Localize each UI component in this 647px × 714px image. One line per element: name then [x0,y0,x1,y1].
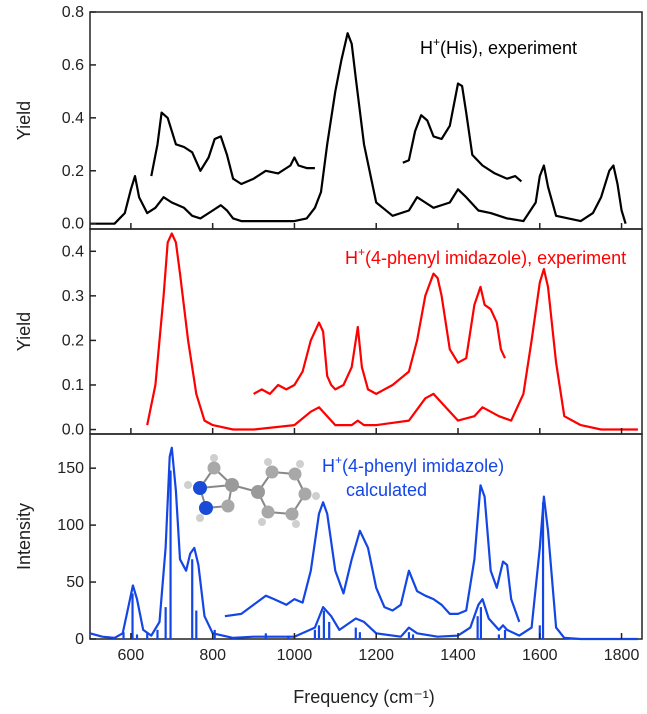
y-tick-label: 0.1 [62,377,84,394]
x-tick-label: 1400 [440,647,476,664]
x-axis-title: Frequency (cm⁻¹) [293,687,435,707]
y-tick-label: 0.2 [62,332,84,349]
x-tick-label: 1800 [604,647,640,664]
x-tick-label: 600 [118,647,145,664]
y-tick-label: 0 [75,631,84,648]
series-line [402,82,523,183]
y-tick-label: 0.4 [62,243,84,260]
y-tick-label: 100 [57,517,84,534]
series-line [89,446,638,641]
y-tick-label: 0.0 [62,422,84,439]
panel-frame [89,433,643,640]
x-tick-label: 1600 [522,647,558,664]
x-tick-label: 1200 [358,647,394,664]
panel-annotation-line2: calculated [346,480,427,500]
series-line [224,484,521,623]
y-tick-label: 0.2 [62,163,84,180]
series-line [146,232,638,431]
y-tick-label: 150 [57,460,84,477]
y-axis-title: Yield [14,312,34,351]
y-tick-label: 0.3 [62,288,84,305]
x-tick-label: 1000 [277,647,313,664]
panel-annotation: H+(His), experiment [420,35,577,58]
series-line [150,111,315,186]
y-tick-label: 50 [66,574,84,591]
panel-2: 0.0 0.1 0.2 0.3 0.4 Yield H+(4-phenyl imidazol… [14,228,643,439]
y-tick-label: 0.0 [62,216,84,233]
panel-1: 0.0 0.2 0.4 0.6 0.8 Yield H+(His), experiment [14,4,643,233]
y-axis-title: Intensity [14,503,34,570]
x-tick-label: 800 [199,647,226,664]
y-axis-title: Yield [14,101,34,140]
y-tick-label: 0.6 [62,57,84,74]
panel-3: 0 50 100 150 Intensity H+(4-phenyl imidazole)… [14,433,643,648]
molecule-structure-icon [184,454,320,528]
panel-annotation: H+(4-phenyl imidazole) [322,453,504,476]
panel-annotation: H+(4-phenyl imidazole), experiment [345,245,626,268]
series-line [90,32,627,225]
series-line [253,272,506,395]
y-tick-label: 0.8 [62,4,84,21]
y-tick-label: 0.4 [62,110,84,127]
